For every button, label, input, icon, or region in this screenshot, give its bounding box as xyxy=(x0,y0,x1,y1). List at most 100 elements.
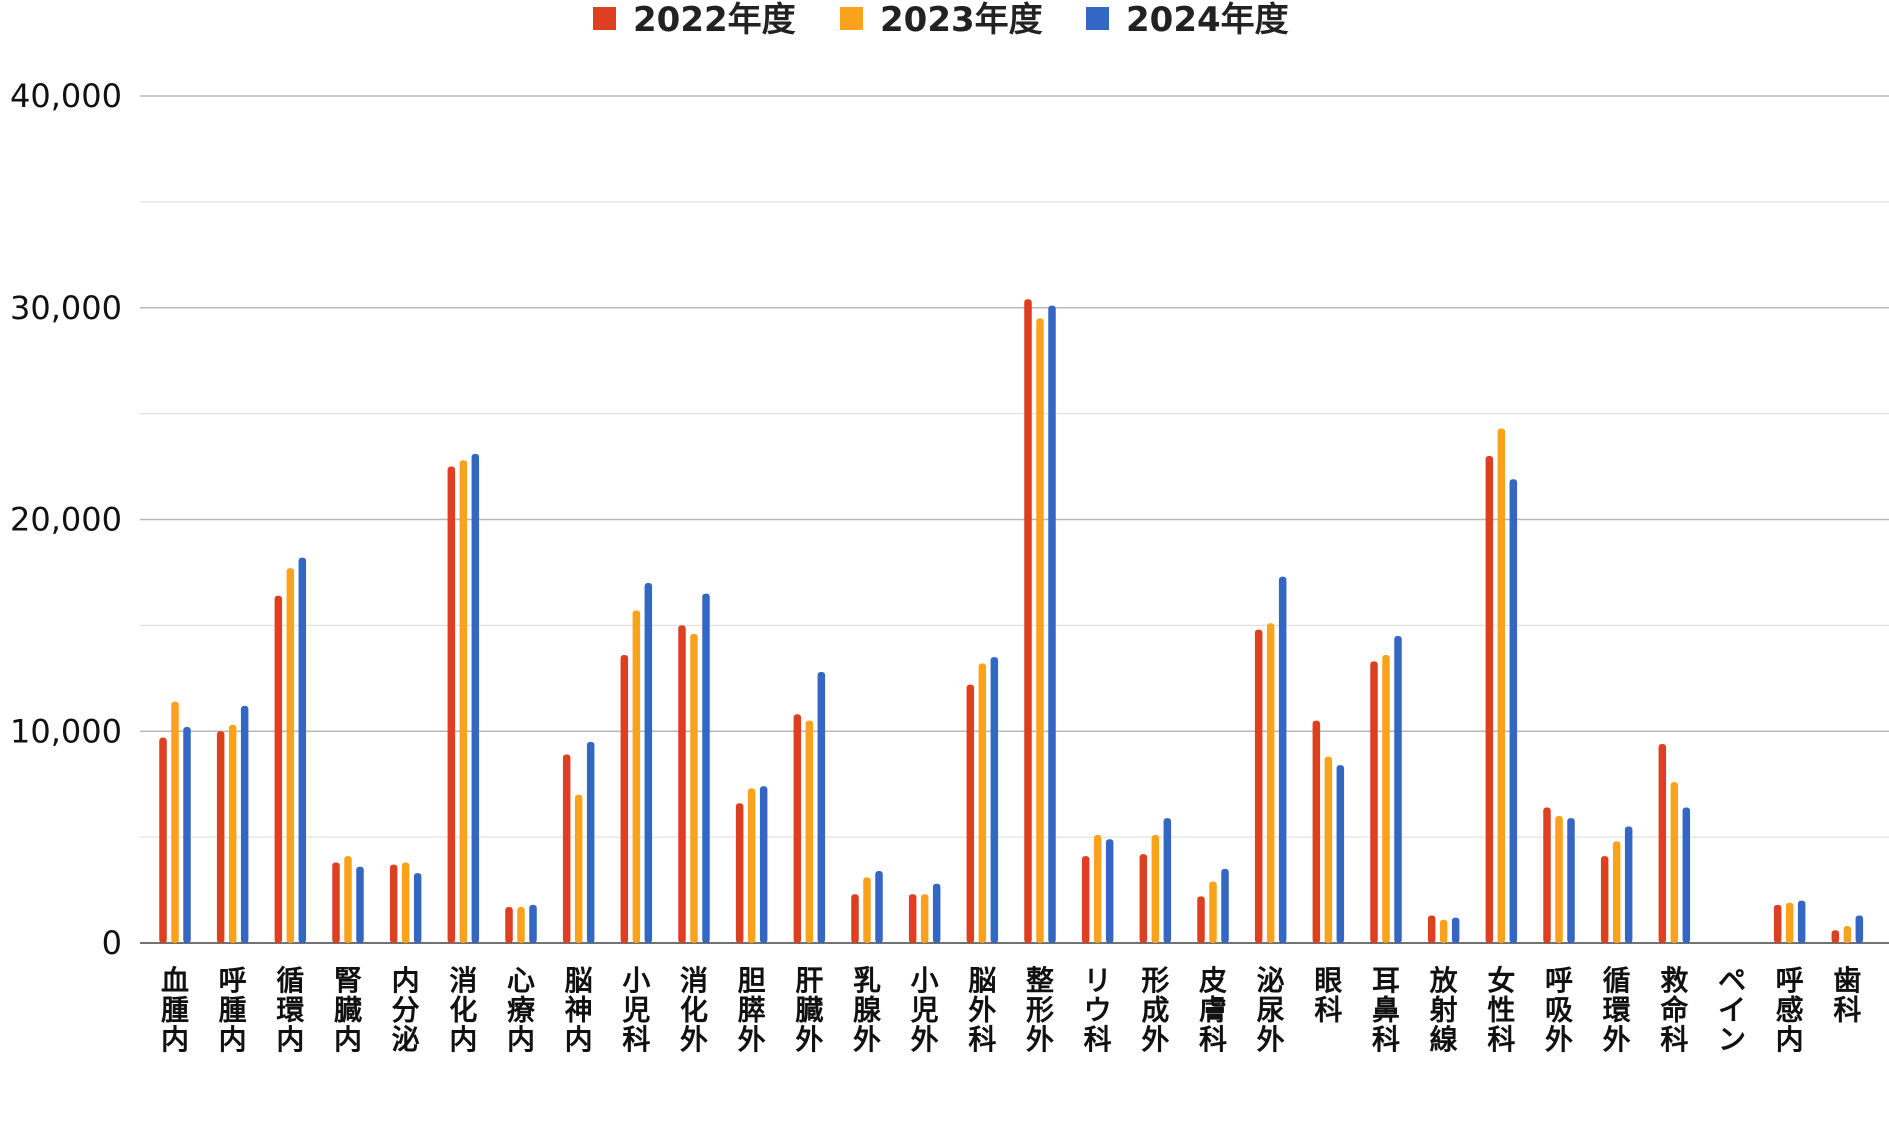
x-tick-label: リウ科 xyxy=(1084,964,1112,1056)
legend-label: 2024年度 xyxy=(1126,0,1289,40)
bar-2022年度-歯科 xyxy=(1831,930,1840,943)
bar-2022年度-消化内 xyxy=(447,466,456,943)
bar-2023年度-泌尿外 xyxy=(1266,623,1275,943)
bar-2023年度-呼吸外 xyxy=(1555,815,1563,943)
bar-2023年度-消化外 xyxy=(690,633,698,943)
legend-label: 2023年度 xyxy=(880,0,1043,40)
x-tick-label: 胆膵外 xyxy=(738,964,766,1056)
bar-2024年度-血腫内 xyxy=(183,727,191,943)
x-tick-label: 循環外 xyxy=(1603,964,1632,1056)
x-tick-label: 内分泌 xyxy=(392,964,420,1056)
x-tick-label: 肝臓外 xyxy=(795,964,823,1056)
bar-2023年度-救命科 xyxy=(1670,782,1679,943)
x-tick-label: 女性科 xyxy=(1487,964,1515,1056)
legend-swatch xyxy=(593,7,616,30)
bar-2022年度-心療内 xyxy=(505,907,513,943)
x-tick-label: 小児科 xyxy=(622,964,650,1056)
bar-2022年度-眼科 xyxy=(1312,720,1321,943)
x-tick-label: 乳腺外 xyxy=(853,964,882,1056)
bar-2023年度-心療内 xyxy=(517,907,525,943)
bar-2022年度-形成外 xyxy=(1139,854,1148,943)
bar-2024年度-呼吸外 xyxy=(1567,818,1575,943)
x-axis: 血腫内 呼腫内 循環内 腎臓内 内分泌 消化内 心療内 脳神内 小児科 消化外 胆膵外 肝臓外 乳腺外小… xyxy=(161,964,1861,1056)
legend-label: 2022年度 xyxy=(633,0,796,40)
bar-2023年度-乳腺外 xyxy=(863,877,871,943)
bar-2023年度-脳外科 xyxy=(978,663,987,943)
x-tick-label: 心療内 xyxy=(507,964,536,1056)
bar-2024年度-女性科 xyxy=(1509,479,1518,943)
bar-2022年度-胆膵外 xyxy=(735,803,744,943)
x-tick-label: 小児外 xyxy=(911,964,939,1056)
bar-2023年度-循環外 xyxy=(1612,841,1621,943)
bar-2024年度-肝臓外 xyxy=(817,671,826,943)
x-tick-label: 眼科 xyxy=(1314,964,1342,1027)
x-tick-label: 皮膚科 xyxy=(1199,964,1227,1056)
bar-2022年度-放射線 xyxy=(1427,915,1436,943)
bar-2024年度-小児外 xyxy=(932,883,941,943)
bar-2024年度-脳外科 xyxy=(990,657,999,943)
bar-2023年度-脳神内 xyxy=(574,794,583,943)
bar-2024年度-放射線 xyxy=(1451,917,1460,943)
y-tick-label: 30,000 xyxy=(10,289,122,327)
x-tick-label: 整形外 xyxy=(1026,964,1054,1056)
bar-2023年度-腎臓内 xyxy=(344,856,352,943)
x-tick-label: 歯科 xyxy=(1833,964,1861,1027)
x-tick-label: 循環内 xyxy=(276,964,305,1056)
bar-2022年度-皮膚科 xyxy=(1197,896,1205,943)
bar-2022年度-乳腺外 xyxy=(851,894,859,943)
bar-2022年度-小児科 xyxy=(620,655,629,943)
bar-2022年度-リウ科 xyxy=(1081,856,1090,943)
bar-2022年度-腎臓内 xyxy=(332,862,340,943)
bar-2022年度-呼感内 xyxy=(1773,904,1782,943)
bar-2022年度-女性科 xyxy=(1485,455,1494,943)
bar-2023年度-放射線 xyxy=(1439,919,1448,943)
bar-2024年度-救命科 xyxy=(1682,807,1691,943)
legend-swatch xyxy=(840,7,863,30)
bar-2023年度-歯科 xyxy=(1843,926,1852,943)
bar-2024年度-乳腺外 xyxy=(875,871,883,943)
x-tick-label: 血腫内 xyxy=(161,964,189,1056)
bar-2024年度-リウ科 xyxy=(1105,839,1114,943)
x-tick-label: 消化内 xyxy=(449,964,477,1056)
bar-2022年度-脳神内 xyxy=(562,754,571,943)
bar-2022年度-脳外科 xyxy=(966,684,975,943)
legend-swatch xyxy=(1086,7,1109,30)
bar-2024年度-呼腫内 xyxy=(240,705,249,943)
bar-2023年度-整形外 xyxy=(1036,318,1044,944)
bar-2022年度-呼腫内 xyxy=(216,731,225,943)
bar-2022年度-内分泌 xyxy=(389,864,398,943)
x-tick-label: 呼吸外 xyxy=(1545,964,1573,1056)
bar-2024年度-消化内 xyxy=(471,453,480,943)
x-tick-label: 呼感内 xyxy=(1776,964,1804,1056)
bar-2024年度-消化外 xyxy=(702,593,710,943)
bars xyxy=(159,299,1864,944)
y-tick-label: 40,000 xyxy=(10,77,122,115)
bar-2023年度-女性科 xyxy=(1497,428,1506,943)
bar-2022年度-小児外 xyxy=(908,894,917,943)
bar-2023年度-形成外 xyxy=(1151,835,1160,943)
bar-2024年度-形成外 xyxy=(1163,818,1172,943)
bar-2023年度-消化内 xyxy=(459,460,468,943)
bar-2023年度-血腫内 xyxy=(171,701,179,943)
bar-2023年度-肝臓外 xyxy=(805,720,814,943)
bar-2023年度-胆膵外 xyxy=(747,788,756,943)
bar-2024年度-小児科 xyxy=(644,583,653,943)
bar-2022年度-耳鼻科 xyxy=(1370,661,1378,943)
bar-2024年度-心療内 xyxy=(529,904,537,943)
y-tick-label: 0 xyxy=(102,924,122,962)
x-tick-label: 脳外科 xyxy=(968,964,996,1056)
bar-2023年度-眼科 xyxy=(1324,756,1333,943)
bar-2024年度-内分泌 xyxy=(413,873,422,943)
bar-2024年度-胆膵外 xyxy=(759,786,768,943)
x-tick-label: 脳神内 xyxy=(565,964,593,1056)
bar-2024年度-耳鼻科 xyxy=(1394,635,1402,943)
bar-2023年度-リウ科 xyxy=(1093,835,1102,943)
bar-2023年度-内分泌 xyxy=(401,862,410,943)
bar-2024年度-眼科 xyxy=(1336,765,1345,943)
bar-2022年度-泌尿外 xyxy=(1254,629,1263,943)
bar-2024年度-歯科 xyxy=(1855,915,1864,943)
gridlines xyxy=(140,95,1889,944)
bar-2024年度-皮膚科 xyxy=(1221,868,1229,943)
bar-2022年度-肝臓外 xyxy=(793,714,802,943)
